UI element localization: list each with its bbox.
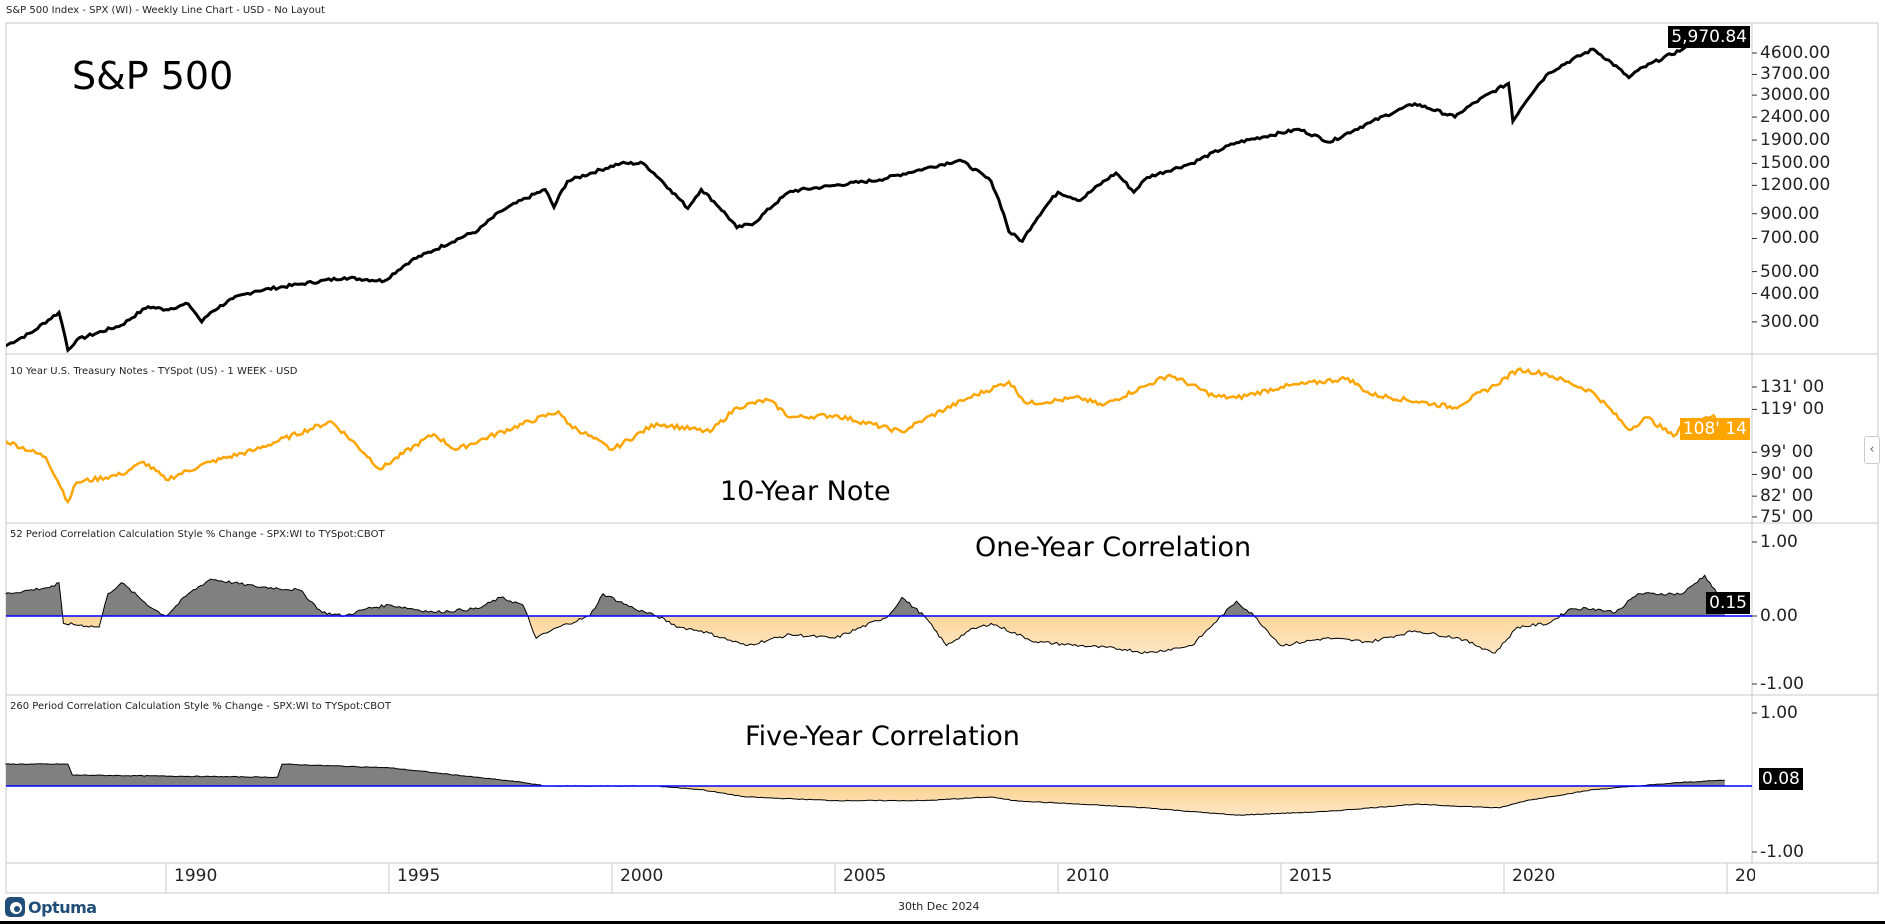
spx-ytick-label: 1500.00 [1760,153,1831,174]
xaxis-label: 2005 [843,866,887,886]
corr5-chart-label: Five-Year Correlation [745,721,1020,752]
spx-ytick-label: 1900.00 [1760,130,1831,151]
spx-ytick-label: 300.00 [1760,311,1820,332]
corr1-line [5,574,1726,655]
spx-ytick-label: 4600.00 [1760,43,1831,63]
spx-ytick-label: 3700.00 [1760,64,1831,85]
corr5-panel-title: 260 Period Correlation Calculation Style… [10,701,391,712]
spx-ytick-label: 500.00 [1760,261,1820,282]
ty-chart-label: 10-Year Note [720,476,891,507]
ty-ytick-label: 75' 00 [1760,506,1814,527]
optuma-logo-text: Optuma [28,897,97,917]
corr1-panel-title: 52 Period Correlation Calculation Style … [10,529,385,540]
ty-ytick-label: 119' 00 [1760,399,1825,420]
corr1-ytick-label: 1.00 [1760,532,1798,552]
corr1-ytick-label: 0.00 [1760,606,1798,626]
collapse-panel-button[interactable]: ‹ [1864,436,1880,464]
ty-panel-title: 10 Year U.S. Treasury Notes - TYSpot (US… [10,366,298,377]
spx-last-value-badge: 5,970.84 [1668,26,1750,48]
corr5-ytick-label: -1.00 [1760,842,1804,862]
corr1-chart-label: One-Year Correlation [975,532,1252,563]
corr5-positive-area [6,763,1725,786]
xaxis-label: 2000 [620,866,664,886]
xaxis-label: 2015 [1289,866,1333,886]
corr5-line [5,763,1725,816]
panel-frames [5,22,1879,894]
optuma-logo: Optuma [4,896,97,918]
spx-ytick-label: 700.00 [1760,228,1820,249]
spx-ytick-label: 3000.00 [1760,85,1831,106]
ty-last-value-badge: 108' 14 [1679,418,1750,440]
spx-ytick-label: 400.00 [1760,283,1820,304]
corr5-last-value-badge: 0.08 [1759,768,1803,790]
ty-ytick-label: 90' 00 [1760,464,1814,485]
ty-line [6,367,1726,505]
spx-ytick-label: 2400.00 [1760,107,1831,128]
bottom-bar [0,921,1885,924]
corr1-last-value-badge: 0.15 [1706,592,1750,614]
corr1-ytick-label: -1.00 [1760,674,1804,694]
ty-ytick-label: 82' 00 [1760,486,1814,507]
chart-date: 30th Dec 2024 [898,900,980,913]
xaxis-label: 2010 [1066,866,1110,886]
spx-ytick-label: 900.00 [1760,203,1820,224]
ty-ytick-label: 99' 00 [1760,442,1814,463]
ty-ytick-label: 131' 00 [1760,377,1825,397]
spx-panel-title: S&P 500 Index - SPX (WI) - Weekly Line C… [6,5,325,16]
xaxis-label: 20 [1735,866,1755,886]
corr5-ytick-label: 1.00 [1760,703,1798,723]
xaxis-label: 1990 [174,866,218,886]
spx-line [6,25,1726,354]
corr5-negative-area [6,786,1725,816]
optuma-logo-icon [5,897,25,917]
spx-ytick-label: 1200.00 [1760,175,1831,196]
corr1-negative-area [6,616,1725,654]
xaxis-label: 2020 [1512,866,1556,886]
corr1-positive-area [6,575,1725,616]
xaxis-label: 1995 [397,866,441,886]
spx-chart-label: S&P 500 [72,54,234,98]
